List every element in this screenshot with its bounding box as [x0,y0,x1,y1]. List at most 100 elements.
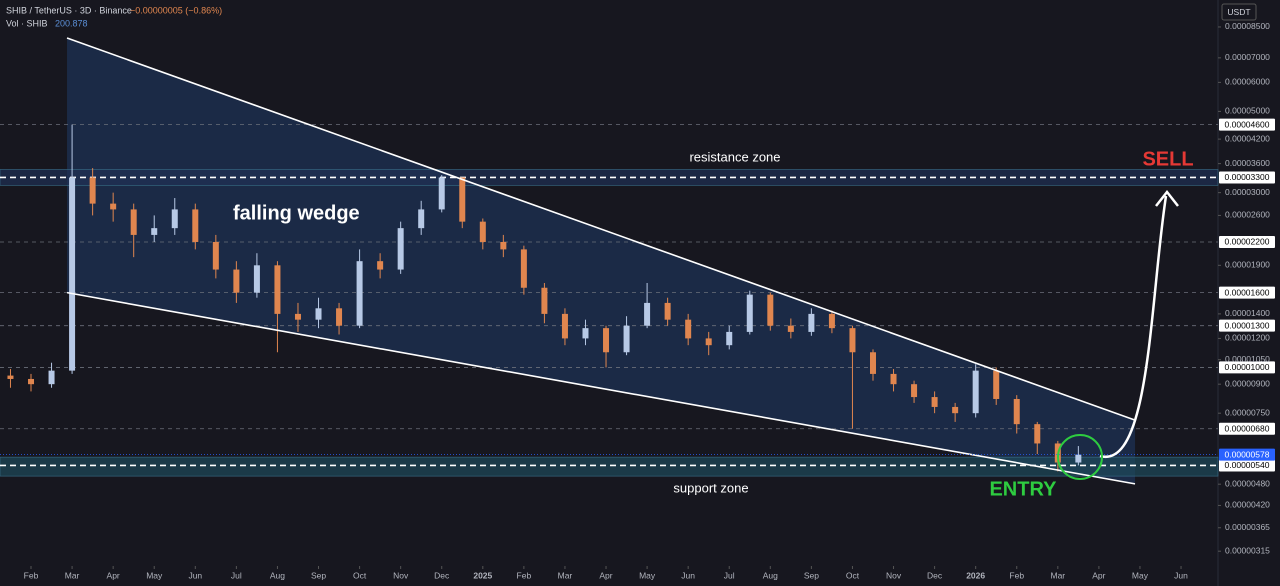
candle-body [972,370,979,414]
x-tick-label: Sep [311,570,326,580]
y-tick-label: 0.00005000 [1225,106,1270,116]
sell-label: SELL [1142,148,1193,170]
candle-body [582,328,589,339]
last-price-box [1219,448,1275,461]
y-tick-label: 0.00003600 [1225,158,1270,168]
candle-body [69,177,76,371]
pattern-label: falling wedge [233,202,360,224]
candle-body [438,177,445,210]
candle-body [890,373,897,385]
x-tick-label: Mar [558,570,573,580]
candle-body [911,384,918,398]
x-tick-label: May [146,570,163,580]
currency-button[interactable] [1221,3,1257,21]
candle-body [110,203,117,210]
x-tick-label: Jul [231,570,242,580]
candle-body [931,397,938,407]
wedge-lower-line [66,291,1136,485]
candle-body [192,209,199,242]
y-tick-label: 0.00007000 [1225,52,1270,62]
x-tick-label: Apr [107,570,120,580]
resistance-label: resistance zone [689,149,780,164]
candle-body [500,241,507,250]
candle-body [171,209,178,229]
level-label-box [1219,361,1275,374]
x-tick-label: Feb [517,570,532,580]
candle-body [151,228,158,235]
x-tick-label: Nov [886,570,902,580]
level-label-box [1219,286,1275,299]
candle-body [336,308,343,326]
y-tick-label: 0.00002600 [1225,210,1270,220]
wedge-area [67,38,1136,484]
x-tick-label: May [1132,570,1149,580]
plot: 0.00004600 0.00003300 0.00002200 0.00001600… [0,21,1275,580]
sell-arrow [1099,195,1168,458]
x-tick-label: Nov [393,570,409,580]
level-label-box [1219,171,1275,184]
candle-body [993,370,1000,399]
candle-body [28,378,35,385]
candle-body [603,328,610,353]
y-tick-label: 0.00000420 [1225,500,1270,510]
candle-body [130,209,137,235]
x-tick-label: Feb [24,570,39,580]
y-tick-label: 0.00000315 [1225,545,1270,555]
candle-body [294,313,301,320]
candle-body [479,221,486,242]
level-label: 0.00001000 [1225,362,1270,372]
currency-label[interactable]: USDT [1227,7,1250,17]
candle-body [952,406,959,414]
x-tick-label: Oct [846,570,860,580]
level-label: 0.00000680 [1225,424,1270,434]
y-tick-label: 0.00008500 [1225,21,1270,31]
level-label-box [1219,422,1275,435]
x-tick-label: Mar [1050,570,1065,580]
candle-body [1075,454,1082,463]
entry-label: ENTRY [989,478,1057,500]
x-tick-label: Feb [1009,570,1024,580]
y-tick-label: 0.00001900 [1225,260,1270,270]
x-tick-label: Sep [804,570,819,580]
x-tick-label: Aug [270,570,285,580]
x-tick-label: Apr [1092,570,1105,580]
x-tick-label: 2025 [473,570,492,580]
x-tick-label: Dec [927,570,943,580]
candle-body [459,177,466,222]
entry-circle [1057,434,1103,480]
y-tick-label: 0.00000750 [1225,407,1270,417]
candle-body [377,261,384,270]
level-label: 0.00003300 [1225,172,1270,182]
candle-body [89,177,96,204]
x-tick-label: Jun [188,570,202,580]
volume-title: Vol · SHIB [6,18,48,28]
candle-body [808,313,815,332]
y-tick-label: 0.00000900 [1225,378,1270,388]
y-tick-label: 0.00001400 [1225,308,1270,318]
y-tick-label: 0.00003000 [1225,187,1270,197]
candle-body [685,319,692,339]
level-label-box [1219,459,1275,472]
candle-body [418,209,425,229]
candle-body [520,249,527,288]
candle-body [253,265,260,293]
x-tick-label: Dec [434,570,450,580]
y-tick-label: 0.00001050 [1225,354,1270,364]
level-label-box [1219,235,1275,248]
x-tick-label: 2026 [966,570,985,580]
level-label: 0.00001600 [1225,287,1270,297]
x-tick-label: Oct [353,570,367,580]
wedge-upper-line [66,37,1136,421]
level-label-box [1219,118,1275,131]
candle-body [1013,398,1020,425]
candle-body [849,328,856,353]
candle-body [233,269,240,293]
candle-body [705,338,712,346]
candle-body [767,294,774,326]
x-tick-label: Jul [724,570,735,580]
support-zone [0,456,1219,477]
level-label: 0.00004600 [1225,119,1270,129]
candle-body [212,241,219,270]
